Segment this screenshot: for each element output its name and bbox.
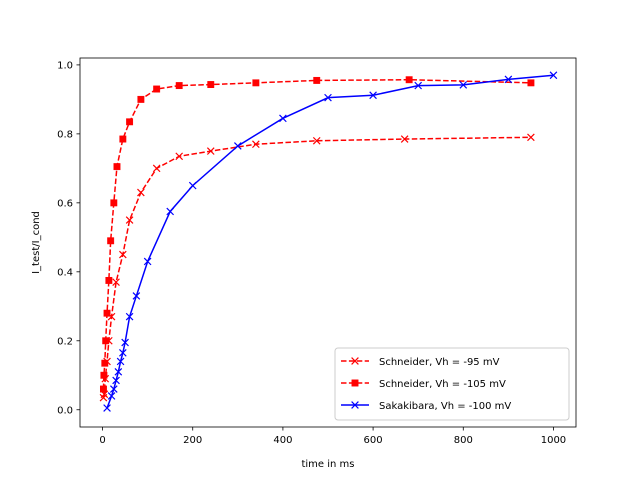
x-tick-label: 1000: [541, 435, 566, 446]
data-point: [116, 357, 125, 366]
x-tick-label: 200: [183, 435, 202, 446]
x-tick-label: 400: [273, 435, 292, 446]
ticks-layer: 0 200 400 600 800 1000 0.0 0.2 0.4 0.6 0.8 1.0: [57, 60, 566, 446]
data-point: [175, 82, 183, 90]
data-point: [207, 81, 215, 89]
x-tick-label: 600: [364, 435, 383, 446]
legend-entry-2: Schneider, Vh = -105 mV: [341, 379, 506, 390]
data-point: [114, 367, 123, 376]
data-point: [119, 349, 127, 357]
data-point: [132, 292, 141, 300]
x-axis-label: time in ms: [301, 459, 354, 470]
plot-frame: [79, 57, 577, 428]
data-point: [99, 385, 107, 393]
data-point: [119, 250, 127, 259]
legend-entry-3: Sakakibara, Vh = -100 mV: [341, 401, 511, 412]
data-point: [324, 93, 332, 102]
x-tick-label: 800: [454, 435, 473, 446]
data-point: [110, 199, 118, 207]
data-point: [125, 312, 134, 321]
data-point: [233, 142, 242, 150]
data-point: [527, 79, 535, 87]
legend-marker: [351, 401, 359, 409]
data-point: [119, 135, 127, 143]
data-point: [152, 164, 161, 173]
legend-entry-1: Schneider, Vh = -95 mV: [341, 357, 500, 368]
series-3: [103, 71, 558, 412]
data-point: [143, 257, 152, 266]
y-tick-label: 1.0: [57, 60, 73, 71]
data-point: [252, 79, 260, 87]
legend-label: Sakakibara, Vh = -100 mV: [379, 401, 511, 412]
data-point: [126, 118, 134, 126]
data-point: [369, 91, 377, 100]
data-point: [107, 237, 115, 245]
data-point: [313, 76, 321, 84]
data-point: [405, 76, 413, 84]
data-point: [109, 385, 118, 393]
data-point: [549, 71, 558, 80]
data-point: [100, 371, 108, 379]
data-point: [137, 188, 145, 197]
data-point: [121, 338, 129, 347]
legend-label: Schneider, Vh = -95 mV: [379, 357, 500, 368]
data-point: [101, 359, 109, 367]
legend-marker: [351, 379, 359, 387]
data-point: [105, 276, 113, 284]
data-point: [153, 85, 161, 93]
series-2: [99, 76, 535, 393]
y-tick-label: 0.8: [57, 129, 73, 140]
data-point: [400, 135, 409, 143]
data-point: [459, 81, 468, 89]
data-point: [125, 216, 134, 224]
x-tick-label: 0: [99, 435, 105, 446]
data-point: [414, 81, 423, 90]
data-point: [279, 114, 287, 123]
data-point: [166, 207, 175, 216]
y-tick-label: 0.4: [57, 267, 73, 278]
data-point: [113, 163, 121, 171]
y-tick-label: 0.0: [57, 405, 73, 416]
data-point: [527, 133, 535, 142]
y-axis-label: I_test/I_cond: [31, 211, 42, 274]
series-layer: [99, 71, 558, 412]
legend-label: Schneider, Vh = -105 mV: [379, 379, 506, 390]
data-point: [103, 404, 111, 412]
data-point: [504, 75, 513, 84]
data-point: [112, 376, 120, 385]
data-point: [137, 95, 145, 103]
legend: Schneider, Vh = -95 mV Schneider, Vh = -1…: [334, 347, 570, 421]
legend-frame: [334, 347, 570, 421]
y-tick-label: 0.2: [57, 336, 73, 347]
y-tick-label: 0.6: [57, 198, 73, 209]
data-point: [103, 309, 111, 317]
data-point: [252, 140, 260, 149]
data-point: [206, 147, 215, 155]
legend-marker: [351, 357, 359, 365]
data-point: [312, 136, 321, 145]
data-point: [175, 152, 184, 161]
data-point: [188, 181, 197, 190]
data-point: [107, 392, 116, 400]
data-point: [102, 337, 110, 345]
data-point: [112, 278, 120, 286]
